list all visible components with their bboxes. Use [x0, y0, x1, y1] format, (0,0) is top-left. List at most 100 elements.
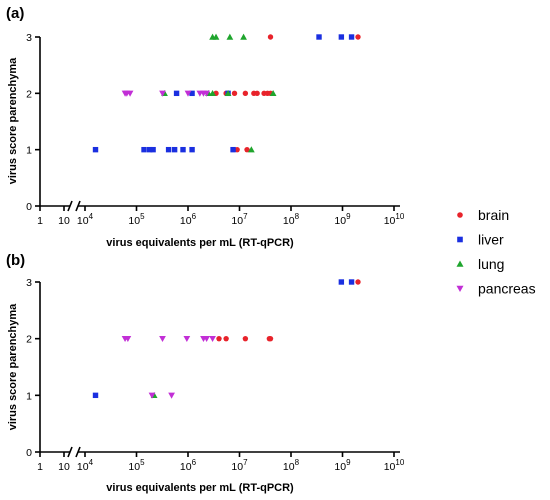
data-point-brain [355, 279, 361, 285]
x-tick-label: 10 [58, 215, 70, 227]
data-point-brain [244, 146, 250, 153]
data-point-lung [209, 89, 216, 97]
data-point-liver [338, 34, 345, 40]
data-point-lung [247, 146, 255, 153]
data-point-pancreas [168, 392, 175, 399]
data-point-liver [173, 90, 180, 97]
data-point-liver [189, 146, 195, 153]
data-point-liver [180, 146, 186, 153]
data-point-liver [150, 146, 156, 153]
data-point-liver [171, 146, 178, 153]
legend-label-brain: brain [478, 207, 509, 223]
data-point-pancreas [126, 90, 134, 97]
data-point-liver [92, 146, 99, 153]
data-point-liver [92, 392, 99, 399]
data-point-liver [316, 34, 322, 40]
panel-b-label: (b) [6, 252, 25, 269]
data-point-liver [338, 279, 345, 285]
series-liver [92, 34, 355, 153]
data-point-liver [146, 146, 153, 153]
data-point-pancreas [159, 90, 166, 97]
legend-label-liver: liver [478, 232, 504, 248]
data-point-brain [242, 90, 249, 97]
data-point-lung [226, 33, 234, 40]
data-point-pancreas [209, 335, 216, 343]
data-point-brain [355, 34, 361, 40]
y-axis-title: virus score parenchyma [7, 303, 19, 430]
data-point-lung [240, 33, 247, 40]
y-tick-label: 1 [26, 390, 32, 402]
x-tick-label: 1 [37, 215, 43, 227]
x-tick-label: 107 [231, 212, 248, 227]
series-liver [92, 279, 355, 399]
legend-marker-liver [457, 236, 463, 243]
series-brain [213, 34, 361, 153]
data-point-lung [224, 89, 232, 97]
legend: brain liver lung pancreas [456, 207, 536, 297]
x-tick-label: 1010 [384, 458, 405, 473]
data-point-liver [141, 146, 147, 153]
y-tick-label: 2 [26, 334, 32, 346]
y-tick-label: 3 [26, 277, 32, 289]
data-point-liver [165, 146, 172, 153]
legend-marker-pancreas [456, 285, 464, 292]
series-brain [216, 279, 361, 342]
series-pancreas [121, 90, 211, 97]
legend-entry-brain: brain [457, 207, 509, 223]
legend-marker-brain [457, 212, 463, 218]
data-point-liver [348, 34, 355, 40]
legend-label-lung: lung [478, 256, 504, 272]
axis-break-mark [75, 446, 81, 458]
legend-entry-lung: lung [456, 256, 504, 272]
x-tick-label: 104 [77, 212, 94, 227]
x-tick-label: 109 [334, 458, 351, 473]
data-point-brain [234, 146, 240, 153]
data-point-brain [242, 335, 249, 342]
data-point-brain [223, 335, 229, 342]
series-pancreas [121, 335, 216, 399]
x-tick-label: 105 [128, 212, 145, 227]
x-tick-label: 105 [128, 458, 145, 473]
x-tick-label: 108 [283, 212, 300, 227]
axis-break-mark [67, 200, 73, 212]
data-point-pancreas [203, 335, 211, 343]
x-tick-label: 1 [37, 461, 43, 473]
y-tick-label: 2 [26, 88, 32, 100]
legend-entry-pancreas: pancreas [456, 281, 536, 297]
x-tick-label: 108 [283, 458, 300, 473]
data-point-pancreas [159, 335, 166, 343]
y-tick-label: 0 [26, 447, 32, 459]
axis-break-mark [75, 200, 81, 212]
legend-entry-liver: liver [457, 232, 504, 248]
x-tick-label: 1010 [384, 212, 405, 227]
axis-break-mark [67, 446, 73, 458]
data-point-pancreas [203, 90, 211, 97]
x-tick-label: 107 [231, 458, 248, 473]
data-point-pancreas [184, 90, 192, 97]
data-point-brain [216, 335, 222, 342]
x-tick-label: 104 [77, 458, 94, 473]
y-tick-label: 1 [26, 145, 32, 157]
x-tick-label: 106 [180, 212, 197, 227]
data-point-brain [231, 90, 238, 97]
x-tick-label: 106 [180, 458, 197, 473]
data-point-lung [212, 33, 220, 40]
legend-marker-lung [456, 260, 464, 267]
x-axis-title: virus equivalents per mL (RT-qPCR) [106, 237, 294, 249]
data-point-liver [230, 146, 236, 153]
x-tick-label: 10 [58, 461, 70, 473]
legend-label-pancreas: pancreas [478, 281, 536, 297]
y-tick-label: 0 [26, 201, 32, 213]
data-point-pancreas [124, 335, 132, 343]
x-tick-label: 109 [334, 212, 351, 227]
y-axis-title: virus score parenchyma [7, 57, 19, 184]
data-point-liver [189, 90, 195, 97]
data-point-brain [254, 90, 260, 97]
data-point-brain [267, 335, 274, 342]
panel-a-label: (a) [6, 5, 24, 22]
y-tick-label: 3 [26, 32, 32, 44]
data-point-lung [269, 89, 277, 97]
